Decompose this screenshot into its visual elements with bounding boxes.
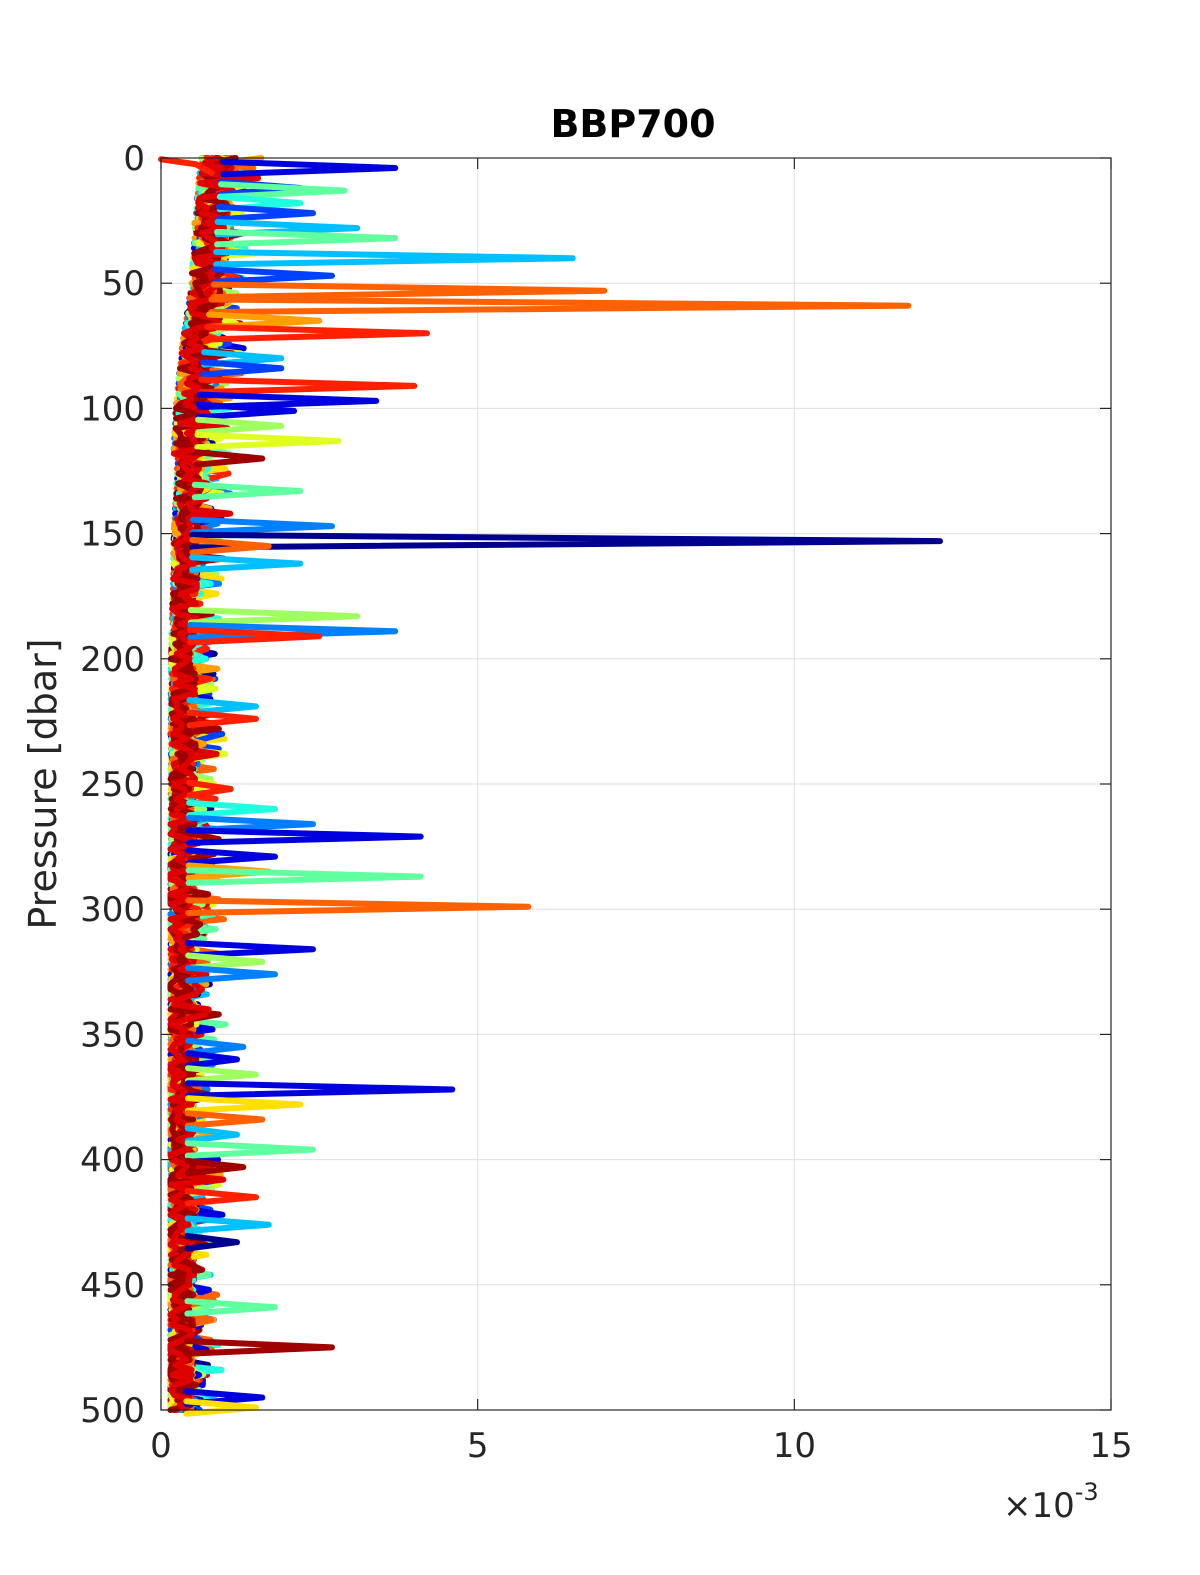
x-axis-multiplier: ×10-3: [1003, 1478, 1099, 1526]
y-tick-label: 50: [102, 264, 145, 304]
y-tick-label: 0: [123, 139, 145, 179]
spike-line: [185, 1065, 259, 1084]
spike-line: [186, 709, 259, 729]
spike-line: [184, 1338, 335, 1357]
spike-line: [187, 627, 323, 646]
x-tick-label: 10: [773, 1426, 816, 1466]
spike-line: [183, 1398, 259, 1417]
y-axis-label: Pressure [dbar]: [21, 638, 65, 929]
spike-line: [210, 281, 608, 300]
spike-line: [184, 1233, 240, 1252]
spike-line: [204, 324, 430, 343]
x-multiplier-exponent: -3: [1075, 1478, 1099, 1506]
spike-line: [185, 952, 266, 971]
y-tick-label: 450: [80, 1266, 145, 1306]
spike-line: [218, 181, 348, 200]
spike-line: [187, 607, 361, 626]
spike-line: [186, 827, 424, 846]
spike-line: [185, 940, 316, 959]
y-tick-label: 100: [80, 389, 145, 429]
x-multiplier-base: ×10: [1003, 1486, 1075, 1526]
spike-line: [198, 376, 418, 396]
y-tick-label: 200: [80, 640, 145, 680]
surface-spike-line: [158, 156, 215, 177]
spike-line: [193, 449, 266, 468]
y-tick-label: 300: [80, 890, 145, 930]
spike-line: [214, 228, 399, 248]
spike-line: [185, 1080, 456, 1099]
spike-line: [185, 867, 424, 886]
spike-line: [191, 481, 304, 501]
spike-line: [186, 799, 278, 819]
y-tick-label: 500: [80, 1391, 145, 1431]
x-tick-label: 5: [467, 1426, 489, 1466]
spike-line: [189, 536, 272, 556]
chart-title: BBP700: [550, 102, 715, 146]
spike-line: [185, 897, 532, 916]
spike-line: [208, 296, 912, 315]
spike-line: [220, 158, 399, 178]
spike-line: [186, 697, 259, 716]
spike-line: [184, 1110, 266, 1129]
spike-line: [186, 779, 234, 799]
spike-line: [190, 516, 335, 536]
spike-line: [195, 401, 297, 421]
x-tick-label: 0: [150, 1426, 172, 1466]
spike-line: [184, 1140, 316, 1159]
spike-line: [185, 847, 278, 866]
spike-line: [189, 531, 943, 551]
y-tick-labels: 0 50 100 150 200 250 300 350 400 450 500: [80, 139, 145, 1431]
y-tick-label: 400: [80, 1141, 145, 1181]
spike-line: [185, 1050, 240, 1069]
spike-line: [184, 1187, 259, 1207]
x-tick-labels: 0 5 10 15: [150, 1426, 1132, 1466]
spike-line: [184, 1298, 278, 1317]
y-tick-label: 250: [80, 765, 145, 805]
y-tick-label: 350: [80, 1015, 145, 1055]
spike-line: [186, 814, 316, 834]
spike-line: [184, 1215, 272, 1234]
spike-line: [206, 311, 323, 330]
x-tick-label: 15: [1089, 1426, 1132, 1466]
spike-line: [185, 1037, 247, 1057]
spike-line: [185, 965, 278, 984]
spike-line: [184, 1095, 304, 1114]
spike-line: [184, 1125, 240, 1144]
spike-line: [196, 391, 380, 411]
spike-line: [215, 203, 316, 223]
spike-line: [194, 431, 342, 451]
spike-line: [212, 266, 335, 285]
tick-marks: [160, 157, 1112, 1411]
y-tick-label: 150: [80, 515, 145, 555]
spike-line: [184, 1157, 247, 1177]
spike-profiles: [183, 158, 943, 1417]
spike-line: [195, 416, 285, 436]
spike-line: [189, 554, 304, 573]
spike-line: [200, 359, 285, 378]
spike-line: [213, 248, 576, 268]
